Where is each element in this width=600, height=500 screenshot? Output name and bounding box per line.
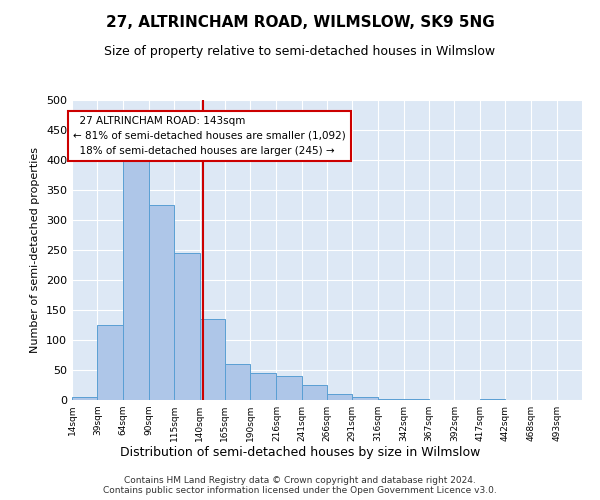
Bar: [302, 385, 327, 400]
Bar: [174, 253, 199, 400]
Bar: [352, 397, 377, 400]
Text: Contains public sector information licensed under the Open Government Licence v3: Contains public sector information licen…: [103, 486, 497, 495]
Text: Size of property relative to semi-detached houses in Wilmslow: Size of property relative to semi-detach…: [104, 45, 496, 58]
Bar: [377, 399, 404, 400]
Bar: [97, 325, 122, 400]
Text: Contains HM Land Registry data © Crown copyright and database right 2024.: Contains HM Land Registry data © Crown c…: [124, 476, 476, 485]
Bar: [225, 364, 250, 400]
Y-axis label: Number of semi-detached properties: Number of semi-detached properties: [31, 147, 40, 353]
Bar: [199, 319, 225, 400]
Text: 27, ALTRINCHAM ROAD, WILMSLOW, SK9 5NG: 27, ALTRINCHAM ROAD, WILMSLOW, SK9 5NG: [106, 15, 494, 30]
Bar: [277, 376, 302, 400]
Bar: [149, 205, 174, 400]
Bar: [122, 154, 149, 400]
Bar: [327, 394, 352, 400]
Bar: [250, 373, 277, 400]
Bar: [72, 397, 97, 400]
Text: 27 ALTRINCHAM ROAD: 143sqm
← 81% of semi-detached houses are smaller (1,092)
  1: 27 ALTRINCHAM ROAD: 143sqm ← 81% of semi…: [73, 116, 346, 156]
Text: Distribution of semi-detached houses by size in Wilmslow: Distribution of semi-detached houses by …: [120, 446, 480, 459]
